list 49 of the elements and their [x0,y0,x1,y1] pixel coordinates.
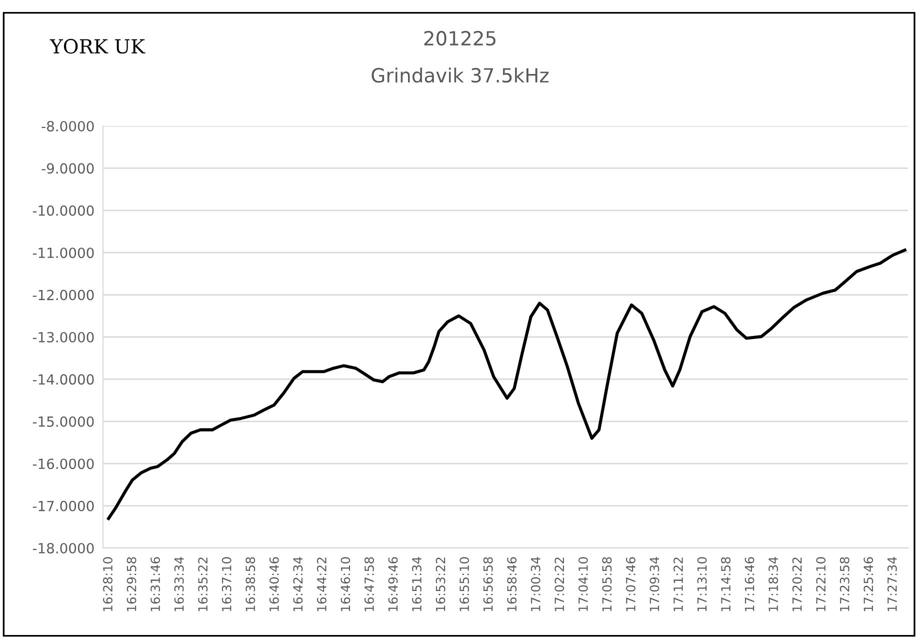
x-tick-label: 16:38:58 [246,557,256,612]
x-tick-label: 17:22:10 [816,557,826,612]
x-tick-label: 16:55:10 [460,557,470,612]
x-tick-label: 17:04:10 [578,557,588,612]
x-tick-label: 16:28:10 [103,557,112,612]
x-tick-label: 16:49:46 [388,557,398,612]
x-tick-label: 16:29:58 [126,557,136,612]
y-tick-label: -8.0000 [42,120,94,132]
y-tick-label: -18.0000 [32,542,94,554]
x-tick-label: 16:44:22 [316,558,326,612]
y-tick-label: -13.0000 [32,332,94,342]
y-tick-label: -9.0000 [42,163,94,174]
x-tick-label: 17:20:22 [792,558,802,612]
x-tick-label: 16:35:22 [198,558,208,612]
y-tick-label: -11.0000 [32,248,94,258]
line-series [107,248,906,520]
x-tick-label: 16:37:10 [222,557,232,612]
x-tick-label: 17:27:34 [887,557,897,612]
x-tick-label: 16:46:10 [340,557,350,612]
y-tick-label: -14.0000 [32,374,94,385]
x-tick-label: 16:47:58 [364,557,374,612]
x-tick-label: 17:13:10 [697,557,707,612]
x-tick-label: 17:23:58 [840,557,850,612]
x-tick-label: 17:16:46 [744,557,754,612]
x-tick-label: 17:25:46 [864,557,874,612]
x-tick-label: 17:14:58 [721,557,730,612]
x-tick-label: 17:05:58 [602,557,612,612]
x-tick-label: 17:09:34 [650,557,660,612]
x-tick-label: 16:42:34 [293,557,303,612]
y-tick-label: -17.0000 [32,500,94,512]
x-tick-label: 17:18:34 [768,557,778,612]
chart-subtitle: Grindavik 37.5kHz [372,68,549,83]
x-tick-label: 16:40:46 [269,557,279,612]
x-tick-label: 16:33:34 [174,557,184,612]
y-tick-label: -10.0000 [32,205,94,216]
y-tick-label: -16.0000 [32,458,94,470]
x-tick-label: 16:31:46 [150,557,160,612]
x-tick-label: 17:11:22 [674,558,683,612]
x-tick-label: 16:51:34 [412,557,422,612]
x-tick-label: 16:53:22 [436,558,446,612]
x-tick-label: 16:56:58 [483,557,493,612]
chart-title: 201225 [424,30,496,46]
y-tick-label: -15.0000 [32,416,94,427]
x-tick-label: 17:07:46 [626,557,636,612]
x-tick-label: 16:58:46 [507,557,517,612]
x-tick-label: 17:02:22 [554,558,564,612]
x-tick-label: 17:00:34 [530,557,540,612]
y-tick-label: -12.0000 [32,290,94,300]
text: YORK UK [50,38,146,54]
